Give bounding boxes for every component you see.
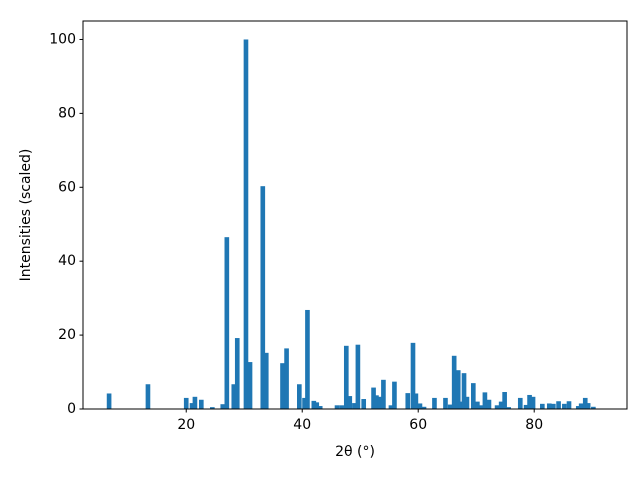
bar (305, 309, 310, 409)
bar (189, 403, 195, 409)
bar (224, 237, 230, 409)
bar (506, 407, 512, 409)
bar (494, 405, 500, 409)
bar (297, 384, 302, 409)
bar (421, 406, 427, 409)
bar (343, 345, 349, 409)
bar (451, 355, 457, 409)
bar (502, 392, 507, 409)
bar (243, 39, 249, 409)
bar (475, 401, 480, 409)
bar (347, 396, 353, 409)
bar (334, 405, 340, 409)
bar (498, 401, 504, 409)
bar (145, 384, 151, 409)
bar (530, 396, 536, 409)
bar (455, 370, 461, 409)
bar (410, 342, 416, 409)
bar (527, 394, 532, 409)
bar (546, 403, 552, 409)
bar (106, 393, 112, 409)
bar (566, 401, 572, 409)
bar (556, 401, 561, 409)
plot-frame (82, 20, 628, 410)
bar (361, 399, 367, 409)
bar (352, 403, 357, 409)
bar (392, 381, 397, 409)
bar (355, 344, 361, 409)
y-tick-label: 40 (58, 253, 76, 269)
x-tick-label: 80 (525, 417, 543, 433)
x-axis-label: 2θ (°) (335, 444, 375, 460)
bar (388, 405, 394, 409)
bar (405, 393, 411, 409)
bar (284, 348, 289, 409)
bar (585, 403, 591, 409)
bar (486, 399, 492, 409)
bar (263, 352, 269, 409)
bar (517, 397, 523, 409)
y-tick-label: 80 (58, 105, 76, 121)
bar (461, 373, 467, 409)
bar (371, 387, 376, 409)
bar (339, 405, 344, 409)
bar (234, 338, 240, 409)
bar (479, 405, 484, 409)
bar (582, 397, 588, 409)
y-tick-label: 0 (67, 401, 76, 417)
bar (578, 403, 584, 409)
bar (464, 396, 470, 409)
bar (280, 363, 285, 409)
y-axis-label: Intensities (scaled) (18, 149, 34, 282)
bar (540, 403, 545, 409)
bar (247, 362, 253, 409)
bar (443, 397, 448, 409)
bar (374, 395, 379, 409)
bar (482, 392, 488, 409)
bar (447, 404, 453, 409)
x-tick-label: 20 (177, 417, 195, 433)
bar (377, 396, 383, 409)
bar (381, 379, 386, 409)
bar (458, 401, 464, 409)
bar (575, 406, 581, 409)
y-tick-label: 20 (58, 327, 76, 343)
y-tick-label: 60 (58, 179, 76, 195)
bar (551, 403, 556, 409)
bar (311, 400, 317, 409)
x-tick-label: 40 (293, 417, 311, 433)
bar (198, 399, 204, 409)
bar (432, 397, 437, 409)
x-tick-label: 60 (409, 417, 427, 433)
bar (302, 397, 307, 409)
bar (220, 404, 226, 409)
bar (192, 396, 198, 409)
y-tick-label: 100 (49, 31, 76, 47)
bar (260, 186, 266, 409)
bar (231, 384, 237, 409)
bar (562, 403, 567, 409)
bar (417, 403, 423, 409)
bar (591, 406, 596, 409)
bar (210, 407, 215, 409)
bar (183, 397, 189, 409)
bar (314, 402, 320, 409)
bar (523, 404, 529, 409)
bar (413, 393, 419, 409)
bar (317, 406, 323, 409)
bar (470, 383, 476, 409)
